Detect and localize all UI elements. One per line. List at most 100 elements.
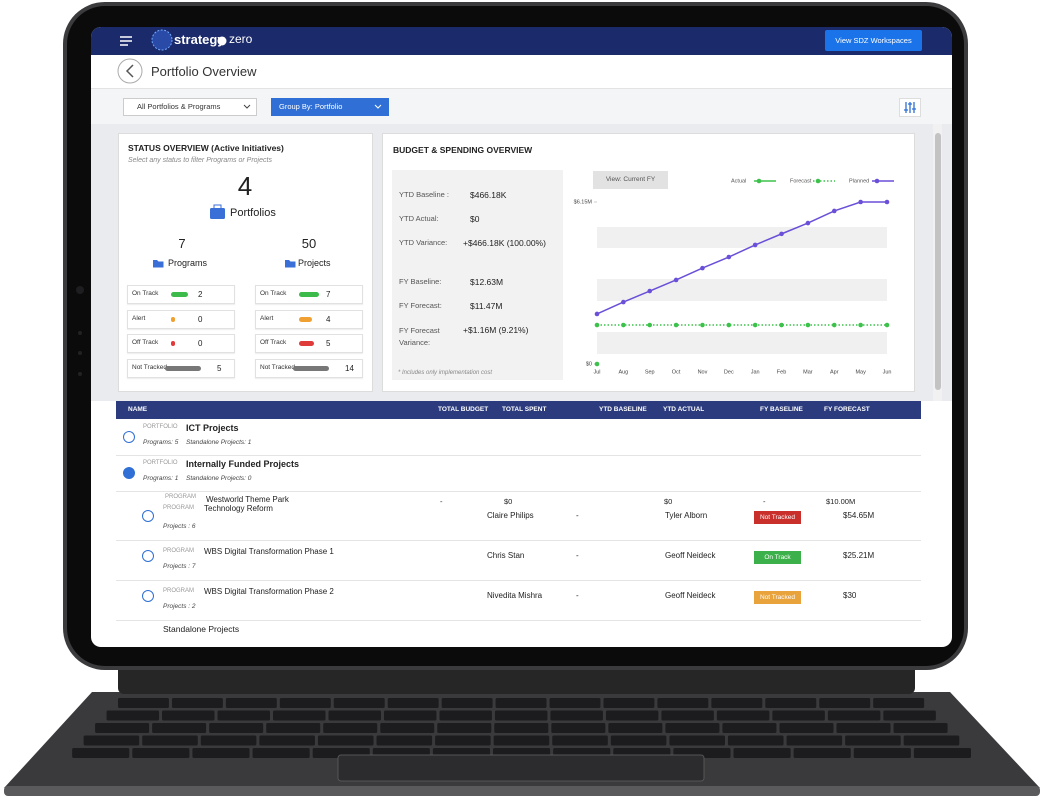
key — [786, 735, 843, 746]
expand-toggle[interactable] — [142, 550, 154, 562]
data-point — [673, 322, 679, 328]
key — [883, 710, 936, 721]
cell: $0 — [664, 497, 673, 506]
status-count: 14 — [345, 363, 354, 373]
expand-toggle[interactable] — [142, 590, 154, 602]
key — [661, 710, 714, 721]
status-label: Alert — [260, 314, 274, 322]
status-label: On Track — [132, 290, 159, 297]
workspace-button[interactable]: View SDZ Workspaces — [825, 30, 922, 51]
navbar — [91, 27, 952, 55]
status-label: Alert — [132, 314, 146, 322]
budget-label: YTD Baseline : — [399, 190, 450, 199]
x-tick-label: Mar — [803, 369, 813, 375]
column-header: FY FORECAST — [824, 406, 870, 413]
data-point — [805, 322, 811, 328]
status-bar — [171, 292, 188, 297]
row-meta: Programs: 5 — [143, 439, 179, 446]
key — [252, 748, 310, 758]
status-row[interactable] — [127, 334, 235, 354]
legend-label: Actual — [731, 178, 746, 184]
key — [779, 723, 834, 733]
key — [383, 710, 437, 721]
back-button[interactable] — [117, 58, 143, 84]
key — [323, 723, 378, 733]
row-tag: PORTFOLIO — [143, 460, 178, 466]
menu-icon[interactable] — [120, 36, 132, 46]
x-tick-label: Oct — [672, 369, 681, 375]
status-row[interactable] — [127, 309, 235, 329]
cell: Chris Stan — [487, 551, 525, 560]
key — [317, 735, 374, 746]
overlay: $0 $6.15M Jul Aug Sep Oct Nov Dec Jan Feb Mar Apr Ma… — [117, 29, 916, 375]
portfolio-count[interactable]: 4 — [237, 171, 253, 201]
status-count: 0 — [198, 339, 203, 349]
x-tick-label: Jan — [751, 369, 760, 375]
data-point — [831, 322, 837, 328]
x-tick-label: Sep — [645, 369, 655, 375]
data-point — [831, 208, 837, 214]
key — [551, 723, 606, 733]
data-point — [621, 299, 626, 305]
legend-dot — [756, 178, 762, 184]
x-tick-label: Jun — [883, 369, 892, 375]
key — [711, 698, 763, 708]
budget-title: BUDGET & SPENDING OVERVIEW — [393, 145, 533, 155]
group-count[interactable]: 7 — [178, 236, 186, 251]
status-bar — [293, 365, 329, 371]
budget-value: $0 — [470, 214, 480, 224]
program-name: Westworld Theme Park — [206, 495, 289, 504]
cell: Nivedita Mishra — [487, 591, 543, 600]
budget-summary — [392, 170, 563, 380]
filter-icon[interactable] — [904, 102, 916, 113]
key — [765, 698, 817, 708]
budget-value: $466.18K — [470, 190, 507, 200]
key — [152, 723, 207, 733]
cell: - — [763, 497, 766, 506]
status-count: 5 — [217, 363, 222, 373]
data-point — [779, 231, 784, 237]
key — [437, 723, 492, 733]
key — [495, 698, 547, 708]
status-bar — [299, 341, 315, 347]
filter-dropdown[interactable]: Group By: Portfolio — [271, 98, 389, 116]
dropdown-icon — [374, 104, 382, 109]
row-meta: Projects : 2 — [163, 603, 196, 610]
logo-mark — [151, 29, 173, 51]
program-name: Technology Reform — [204, 504, 273, 513]
budget-label: YTD Variance: — [399, 238, 448, 247]
expand-toggle[interactable] — [123, 467, 135, 479]
cell: Geoff Neideck — [665, 551, 716, 560]
row-meta: Standalone Projects: 1 — [186, 439, 252, 446]
brand: strategy — [174, 32, 225, 47]
status-bar — [165, 365, 201, 371]
filter-dropdown[interactable]: All Portfolios & Programs — [123, 98, 257, 116]
expand-toggle[interactable] — [123, 431, 135, 443]
key — [273, 710, 326, 721]
x-tick-label: May — [855, 369, 866, 375]
cell: Tyler Alborn — [665, 511, 708, 520]
budget-value: $11.47M — [470, 301, 503, 311]
legend-label: Planned — [849, 178, 869, 184]
y-tick-label: $6.15M — [574, 199, 593, 205]
view-button[interactable]: View: Current FY — [593, 171, 668, 189]
row-meta: Standalone Projects: 0 — [186, 475, 252, 482]
row-meta: Programs: 1 — [143, 475, 179, 482]
status-badge: Not Tracked — [754, 511, 801, 524]
legend-label: Forecast — [790, 178, 812, 184]
budget-label: YTD Actual: — [399, 214, 439, 223]
x-tick-label: Nov — [698, 369, 708, 375]
data-point — [700, 265, 705, 271]
status-count: 5 — [326, 339, 331, 349]
status-label: Off Track — [132, 339, 159, 347]
expand-toggle[interactable] — [142, 510, 154, 522]
data-point — [884, 322, 890, 328]
column-header: TOTAL SPENT — [502, 406, 547, 413]
group-count[interactable]: 50 — [301, 236, 317, 251]
projects-icon — [285, 260, 296, 268]
row-tag: PORTFOLIO — [143, 424, 178, 430]
camera — [76, 286, 84, 294]
key — [772, 710, 825, 721]
data-point — [726, 254, 732, 260]
